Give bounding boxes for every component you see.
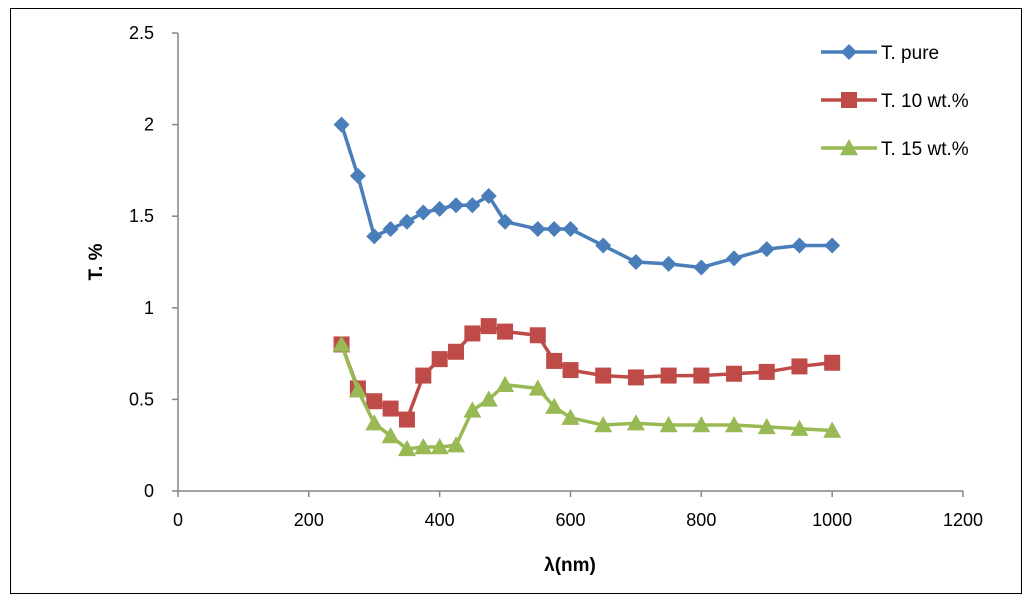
data-point (431, 351, 448, 368)
data-point (758, 241, 775, 258)
y-tick-label: 2 (144, 115, 154, 135)
data-point (660, 367, 677, 384)
x-tick-label: 600 (555, 510, 585, 530)
data-point (414, 438, 433, 455)
data-point (333, 116, 350, 133)
data-point (479, 390, 498, 407)
y-tick-label: 2.5 (129, 23, 154, 43)
x-tick-label: 400 (425, 510, 455, 530)
data-point (546, 221, 563, 238)
x-tick-label: 200 (294, 510, 324, 530)
data-point (790, 419, 809, 436)
series-1 (333, 116, 841, 276)
data-point (382, 400, 399, 417)
data-point (480, 318, 497, 335)
data-point (430, 438, 449, 455)
data-point (627, 369, 644, 386)
data-point (660, 255, 677, 272)
data-point (349, 167, 366, 184)
data-point (497, 213, 514, 230)
data-point (726, 365, 743, 382)
data-point (529, 221, 546, 238)
series-line (339, 324, 833, 422)
data-point (448, 343, 465, 360)
series-3 (332, 335, 842, 457)
legend-marker (841, 92, 857, 108)
x-tick-label: 0 (173, 510, 183, 530)
data-point (824, 237, 841, 254)
y-axis-title: T. % (86, 243, 107, 280)
data-point (381, 427, 400, 444)
data-point (823, 421, 842, 438)
data-point (692, 416, 711, 433)
data-point (397, 439, 416, 457)
data-point (757, 417, 776, 435)
data-point (561, 408, 580, 425)
data-point (562, 221, 579, 238)
data-point (398, 213, 415, 230)
data-point (398, 411, 415, 428)
data-point (546, 352, 563, 369)
data-point (332, 335, 351, 352)
series-line (339, 124, 833, 270)
data-point (415, 204, 432, 221)
x-tick-label: 1000 (812, 510, 852, 530)
data-point (528, 379, 547, 396)
legend-item: T. 10 wt.% (821, 91, 969, 112)
x-tick-label: 800 (686, 510, 716, 530)
data-point (725, 416, 744, 433)
data-point (791, 237, 808, 254)
x-ticks: 0 200 400 600 800 1000 1200 (173, 491, 983, 530)
legend-marker (840, 139, 858, 156)
data-point (447, 436, 466, 453)
data-point (595, 367, 612, 384)
data-point (659, 416, 678, 433)
y-tick-label: 0 (144, 481, 154, 501)
data-point (348, 381, 367, 398)
data-point (594, 416, 613, 433)
data-point (595, 237, 612, 254)
legend-item: T. 15 wt.% (821, 139, 969, 160)
x-tick-label: 1200 (943, 510, 983, 530)
data-point (627, 254, 644, 270)
legend: T. pure T. 10 wt.% T. 15 wt.% (821, 43, 969, 160)
legend-label: T. 10 wt.% (881, 91, 969, 112)
legend-item: T. pure (821, 43, 939, 64)
data-point (497, 323, 514, 340)
data-point (693, 367, 710, 384)
series-layer (332, 116, 842, 457)
legend-label: T. pure (881, 43, 939, 64)
data-point (415, 367, 432, 384)
data-point (382, 221, 399, 238)
data-point (463, 401, 482, 418)
data-point (758, 363, 775, 380)
y-ticks: 0 0.5 1 1.5 2 2.5 (129, 23, 178, 501)
data-point (366, 228, 383, 245)
data-point (545, 397, 564, 414)
data-point (480, 188, 497, 205)
data-point (562, 362, 579, 379)
data-point (824, 354, 841, 371)
data-point (448, 197, 465, 214)
data-point (496, 375, 515, 392)
data-point (791, 358, 808, 375)
x-axis-title: λ(nm) (544, 555, 596, 576)
data-point (529, 327, 546, 344)
data-point (431, 200, 448, 217)
data-point (365, 414, 384, 431)
y-tick-label: 1 (144, 298, 154, 318)
legend-marker (841, 44, 857, 60)
legend-label: T. 15 wt.% (881, 139, 969, 160)
series-2 (333, 318, 841, 428)
data-point (626, 414, 645, 431)
y-tick-label: 0.5 (129, 389, 154, 409)
data-point (464, 197, 481, 214)
data-point (726, 250, 743, 267)
y-tick-label: 1.5 (129, 206, 154, 226)
data-point (464, 325, 481, 342)
data-point (693, 259, 710, 276)
data-point (366, 393, 383, 410)
